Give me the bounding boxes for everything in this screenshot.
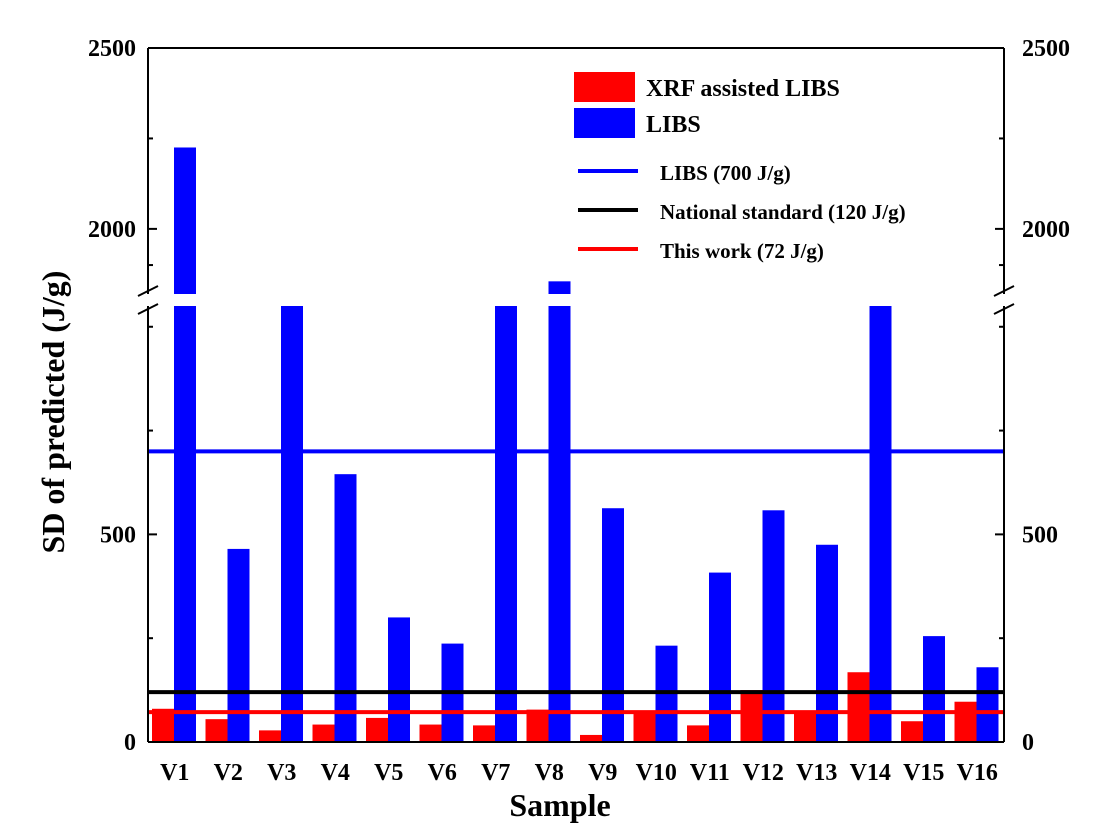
- y-tick-label-left-0: 0: [124, 730, 136, 756]
- left-break-mark-upper: [137, 285, 159, 297]
- x-tick-label-v8: V8: [535, 760, 564, 786]
- left-axis-break-gap: [145, 294, 151, 306]
- y-tick-label-left-2500: 2500: [88, 36, 136, 62]
- legend-swatch-xrf: [574, 72, 635, 102]
- bar-libs-v4: [334, 474, 357, 742]
- x-axis-label: Sample: [509, 787, 610, 823]
- bar-xrf-v8: [526, 709, 549, 742]
- x-tick-label-v4: V4: [321, 760, 350, 786]
- right-break-mark-lower: [993, 303, 1015, 315]
- bar-xrf-v15: [901, 721, 923, 742]
- x-tick-label-v10: V10: [636, 760, 677, 786]
- legend-label-libs-700: LIBS (700 J/g): [660, 161, 791, 185]
- y-tick-label-right-500: 500: [1022, 522, 1058, 548]
- bar-xrf-v5: [366, 717, 388, 742]
- bar-xrf-v2: [205, 719, 228, 742]
- y-tick-label-right-2500: 2500: [1022, 36, 1070, 62]
- y-axis-label: SD of predicted (J/g): [35, 271, 71, 554]
- bar-libs-v11: [709, 572, 731, 742]
- y-tick-label-left-2000: 2000: [88, 217, 136, 243]
- bar-xrf-v14: [847, 672, 870, 742]
- bar-xrf-v12: [740, 690, 763, 742]
- bar-libs-v5: [388, 617, 410, 742]
- bar-libs-v7: [495, 306, 517, 742]
- x-tick-label-v2: V2: [214, 760, 243, 786]
- x-tick-label-v11: V11: [690, 760, 730, 786]
- y-tick-label-left-500: 500: [100, 522, 136, 548]
- bar-xrf-v10: [633, 711, 656, 742]
- bar-libs-v9: [602, 508, 624, 742]
- x-tick-label-v16: V16: [957, 760, 998, 786]
- legend-label-this-work: This work (72 J/g): [660, 239, 824, 263]
- x-tick-label-v9: V9: [588, 760, 617, 786]
- bar-libs-v14: [869, 306, 892, 742]
- axes-layer: V1 V2 V3 V4 V5 V6 V7 V8 V9 V10 V11 V12 V13 V14 V15 V16 0…: [88, 36, 1070, 786]
- legend-swatch-libs: [574, 108, 635, 138]
- legend-label-national-standard: National standard (120 J/g): [660, 200, 906, 224]
- bar-xrf-v3: [259, 730, 281, 742]
- bar-xrf-v4: [312, 724, 335, 742]
- x-tick-label-v7: V7: [481, 760, 510, 786]
- bar-libs-v1: [174, 147, 196, 742]
- legend: XRF assisted LIBS LIBS LIBS (700 J/g) Na…: [574, 72, 906, 263]
- bar-xrf-v1: [152, 708, 174, 742]
- legend-label-libs: LIBS: [646, 112, 701, 138]
- bar-xrf-v9: [580, 734, 602, 742]
- bar-xrf-v7: [473, 725, 495, 742]
- bar-libs-v16: [976, 667, 999, 742]
- right-axis-break-gap: [1001, 294, 1007, 306]
- bar-libs-v12: [762, 510, 785, 742]
- bar-libs-v15: [923, 636, 945, 742]
- x-tick-label-v12: V12: [743, 760, 784, 786]
- bar-xrf-v6: [419, 724, 442, 742]
- plot-layer: [148, 147, 1004, 742]
- legend-label-xrf: XRF assisted LIBS: [646, 76, 840, 102]
- y-tick-label-right-2000: 2000: [1022, 217, 1070, 243]
- right-break-mark-upper: [993, 285, 1015, 297]
- x-tick-label-v6: V6: [428, 760, 457, 786]
- bar-xrf-v11: [687, 725, 709, 742]
- x-tick-label-v3: V3: [267, 760, 296, 786]
- left-break-mark-lower: [137, 303, 159, 315]
- x-tick-label-v13: V13: [796, 760, 837, 786]
- axis-break-gap: [149, 294, 1003, 306]
- x-tick-label-v5: V5: [374, 760, 403, 786]
- bar-xrf-v13: [794, 710, 816, 742]
- bar-xrf-v16: [954, 701, 977, 742]
- x-tick-label-v1: V1: [160, 760, 189, 786]
- y-tick-label-right-0: 0: [1022, 730, 1034, 756]
- bar-libs-v8: [548, 281, 571, 742]
- bar-libs-v3: [281, 306, 303, 742]
- x-tick-label-v15: V15: [903, 760, 944, 786]
- x-tick-label-v14: V14: [850, 760, 891, 786]
